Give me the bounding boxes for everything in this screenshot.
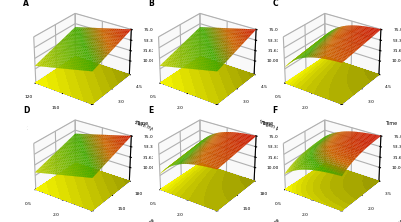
- X-axis label: Sodium hydroxide concentration: Sodium hydroxide concentration: [128, 117, 204, 150]
- Y-axis label: Time: Time: [261, 121, 273, 126]
- Text: C: C: [273, 0, 278, 8]
- Y-axis label: Temperature: Temperature: [128, 218, 156, 222]
- Y-axis label: Temperature: Temperature: [253, 218, 281, 222]
- X-axis label: Hydrogen peroxide concentration: Hydrogen peroxide concentration: [251, 117, 330, 150]
- Y-axis label: Time: Time: [136, 121, 148, 126]
- Text: B: B: [148, 0, 154, 8]
- Text: E: E: [148, 106, 153, 115]
- Text: A: A: [23, 0, 29, 8]
- Text: F: F: [273, 106, 278, 115]
- Text: D: D: [23, 106, 30, 115]
- Y-axis label: Sodium hydroxide concentration: Sodium hydroxide concentration: [358, 203, 401, 222]
- X-axis label: Temperature: Temperature: [25, 125, 57, 141]
- Y-axis label: Time: Time: [385, 121, 397, 126]
